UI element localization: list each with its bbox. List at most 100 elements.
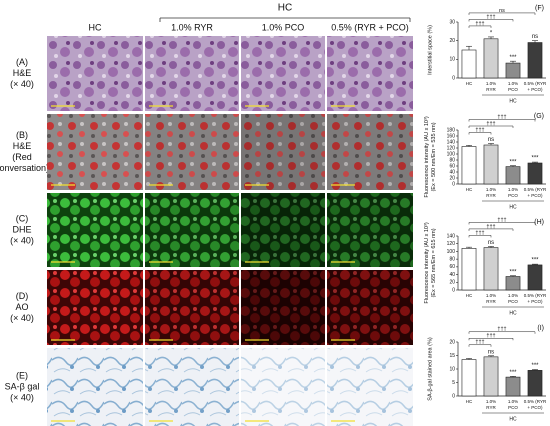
micrograph-shade: [241, 348, 325, 426]
comparison-label: †††: [486, 121, 495, 127]
comparison-label: †††: [475, 21, 484, 27]
y-tick-label: 160: [447, 133, 456, 139]
row-label: AO: [15, 302, 28, 312]
y-tick-label: 5: [452, 380, 455, 386]
y-axis-label: (Ex = 500 nm/Em = 535 nm): [431, 122, 437, 191]
y-tick-label: 120: [447, 145, 456, 151]
y-tick-label: 180: [447, 127, 456, 133]
micrograph-shade: [145, 193, 239, 267]
comparison-bracket: [468, 344, 492, 347]
y-tick-label: 100: [447, 151, 456, 157]
x-tick-label: 1.0%: [508, 81, 518, 86]
x-tick-label: HC: [466, 399, 473, 404]
micrograph-shade: [327, 348, 413, 426]
significance-label: ***: [509, 55, 517, 61]
row-label: DHE: [12, 224, 31, 234]
bar: [505, 276, 521, 291]
y-tick-label: 140: [447, 233, 456, 239]
x-tick-label: HC: [466, 81, 473, 86]
significance-label: ***: [509, 159, 517, 165]
y-tick-label: 20: [449, 38, 455, 44]
row-letter: (E): [16, 370, 28, 380]
micrograph: [241, 36, 325, 111]
y-tick-label: 10: [449, 57, 455, 63]
panel-letter: (I): [537, 325, 544, 332]
y-axis-label: Fluorescence intensity (AU x 10³): [424, 222, 430, 303]
y-tick-label: 0: [452, 75, 455, 81]
micrograph: [47, 348, 143, 426]
bar: [483, 247, 499, 291]
significance-label: ***: [531, 363, 539, 369]
micrograph: [327, 270, 413, 345]
comparison-label: †††: [486, 333, 495, 339]
comparison-bracket: [468, 25, 492, 28]
x-tick-label: 1.0%: [508, 293, 518, 298]
y-tick-label: 0: [452, 287, 455, 293]
y-tick-label: 140: [447, 139, 456, 145]
bar: [505, 166, 521, 185]
row-label: (× 40): [10, 313, 34, 323]
x-tick-label: + PCO): [527, 193, 543, 198]
y-tick-label: 120: [447, 241, 456, 247]
micrograph: [327, 114, 413, 190]
x-tick-label: + PCO): [527, 405, 543, 410]
significance-label: ***: [509, 269, 517, 275]
micrograph-shade: [145, 114, 239, 190]
micrograph-shade: [241, 193, 325, 267]
x-tick-label: 0.5% (RYR: [524, 293, 547, 298]
significance-label: ns: [488, 349, 494, 355]
comparison-bracket: [468, 222, 536, 225]
significance-label: ns: [532, 34, 538, 40]
comparison-label: †††: [486, 224, 495, 230]
y-tick-label: 20: [449, 280, 455, 286]
y-tick-label: 20: [449, 339, 455, 345]
micrograph: [47, 114, 143, 190]
group-label: HC: [509, 204, 517, 210]
comparison-bracket: [468, 338, 514, 341]
micrograph-shade: [241, 114, 325, 190]
x-tick-label: 1.0%: [486, 187, 496, 192]
bar: [527, 42, 543, 79]
micrograph: [47, 193, 143, 267]
significance-label: ns: [488, 137, 494, 143]
y-tick-label: 0: [452, 393, 455, 399]
y-tick-label: 100: [447, 249, 456, 255]
micrograph-shade: [145, 348, 239, 426]
micrograph: [145, 36, 239, 111]
y-tick-label: 60: [449, 163, 455, 169]
x-tick-label: RYR: [486, 87, 496, 92]
x-tick-label: PCO: [508, 299, 518, 304]
significance-label: ***: [531, 258, 539, 264]
x-tick-label: PCO: [508, 193, 518, 198]
significance-label: *: [490, 31, 493, 37]
bar: [461, 49, 477, 79]
x-tick-label: HC: [466, 293, 473, 298]
comparison-label: †††: [486, 14, 495, 20]
comparison-label: †††: [475, 340, 484, 346]
row-letter: (C): [16, 213, 29, 223]
x-tick-label: PCO: [508, 405, 518, 410]
y-axis-label: (Ex = 565 nm/Em = 615 nm): [431, 228, 437, 297]
row-letter: (A): [16, 57, 28, 67]
row-label: H&E: [13, 68, 32, 78]
y-tick-label: 80: [449, 157, 455, 163]
bar: [483, 38, 499, 79]
column-header: 0.5% (RYR + PCO): [331, 22, 409, 32]
comparison-label: †††: [497, 217, 506, 223]
comparison-bracket: [468, 235, 492, 238]
comparison-bracket: [468, 228, 514, 231]
x-tick-label: 1.0%: [486, 399, 496, 404]
bar: [483, 356, 499, 397]
column-header: 1.0% RYR: [171, 22, 213, 32]
comparison-bracket: [468, 119, 536, 122]
micrograph: [145, 348, 239, 426]
x-tick-label: HC: [466, 187, 473, 192]
x-tick-label: 1.0%: [486, 81, 496, 86]
x-tick-label: + PCO): [527, 87, 543, 92]
row-letter: (D): [16, 291, 29, 301]
y-axis-label: Interstitial space (%): [427, 25, 433, 75]
micrograph-shade: [241, 270, 325, 345]
y-tick-label: 40: [449, 272, 455, 278]
comparison-bracket: [468, 125, 514, 128]
